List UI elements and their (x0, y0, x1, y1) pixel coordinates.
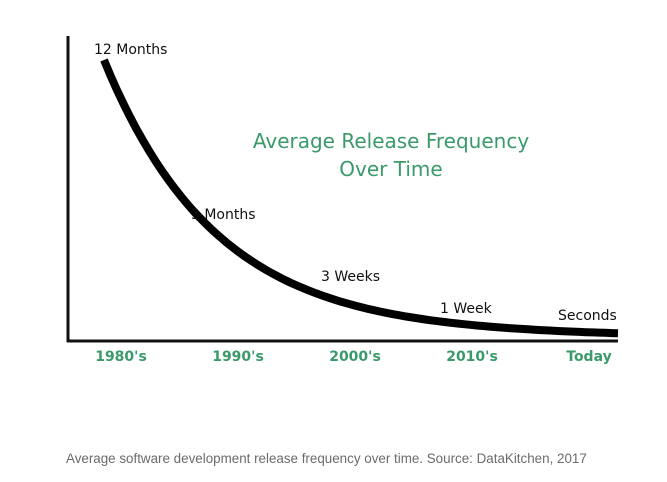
data-label: 3 Weeks (321, 269, 380, 285)
data-label: Seconds (558, 308, 617, 324)
x-tick-label: 1980's (95, 349, 147, 365)
chart-title-line-2: Over Time (339, 157, 442, 181)
frequency-curve (100, 58, 619, 338)
data-label: 12 Months (94, 42, 167, 58)
data-label: 3 Months (191, 207, 256, 223)
x-tick-label: 2000's (329, 349, 381, 365)
figure-caption: Average software development release fre… (66, 451, 587, 466)
data-label: 1 Week (440, 301, 493, 317)
x-tick-label: 2010's (446, 349, 498, 365)
release-frequency-chart: Average Release Frequency Over Time 12 M… (66, 36, 619, 365)
x-tick-label: 1990's (212, 349, 264, 365)
x-tick-label: Today (566, 349, 611, 365)
chart-title-line-1: Average Release Frequency (253, 129, 529, 153)
